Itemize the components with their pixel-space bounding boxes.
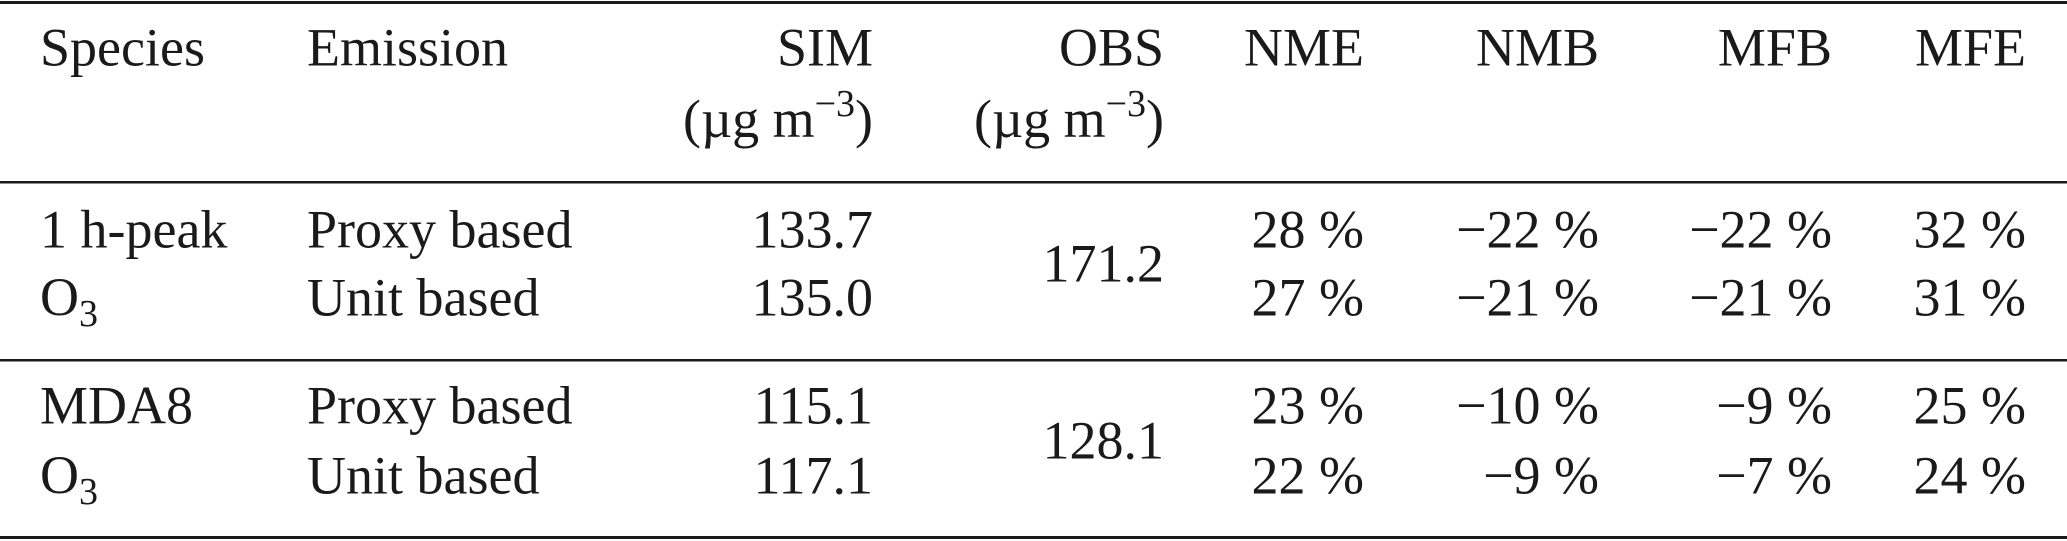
formula-element: O [40, 267, 79, 327]
nmb-value: −9 % [1483, 445, 1599, 505]
nmb-value: −21 % [1456, 267, 1599, 327]
mfe-value: 24 % [1914, 445, 2026, 505]
sim-value: 133.7 [752, 199, 874, 259]
unit-base: (µg m [683, 89, 815, 149]
nme-value: 27 % [1252, 267, 1364, 327]
unit-close: ) [1146, 89, 1164, 149]
mfe-value: 31 % [1914, 267, 2026, 327]
unit-exponent: −3 [1106, 83, 1146, 125]
species-name: 1 h-peak [40, 199, 227, 259]
nmb-value: −10 % [1456, 375, 1599, 435]
mfe-value: 32 % [1914, 199, 2026, 259]
mfb-value: −22 % [1689, 199, 1832, 259]
header-label: MFE [1915, 17, 2026, 77]
nme-value: 22 % [1252, 445, 1364, 505]
formula-element: O [40, 445, 79, 505]
header-label: SIM [777, 17, 873, 77]
header-unit: (µg m−3) [974, 83, 1164, 150]
emission-label: Unit based [307, 267, 539, 327]
obs-value: 128.1 [1043, 410, 1165, 470]
header-label: NMB [1476, 17, 1599, 77]
unit-exponent: −3 [815, 83, 855, 125]
header-label: MFB [1718, 17, 1832, 77]
nmb-value: −22 % [1456, 199, 1599, 259]
header-label: NME [1244, 17, 1364, 77]
nme-value: 28 % [1252, 199, 1364, 259]
header-label: OBS [1059, 17, 1164, 77]
group-rule [0, 359, 2067, 362]
sim-value: 135.0 [752, 267, 874, 327]
species-formula: O3 [40, 267, 98, 334]
unit-base: (µg m [974, 89, 1106, 149]
header-rule [0, 181, 2067, 184]
mfb-value: −7 % [1716, 445, 1832, 505]
emission-label: Proxy based [307, 375, 572, 435]
bottom-rule [0, 536, 2067, 539]
unit-close: ) [855, 89, 873, 149]
emission-label: Proxy based [307, 199, 572, 259]
species-formula: O3 [40, 445, 98, 512]
mfb-value: −21 % [1689, 267, 1832, 327]
sim-value: 115.1 [754, 375, 874, 435]
mfe-value: 25 % [1914, 375, 2026, 435]
mfb-value: −9 % [1716, 375, 1832, 435]
formula-subscript: 3 [79, 293, 98, 335]
formula-subscript: 3 [79, 471, 98, 513]
nme-value: 23 % [1252, 375, 1364, 435]
obs-value: 171.2 [1043, 233, 1165, 293]
header-label: Emission [307, 17, 508, 77]
emission-label: Unit based [307, 445, 539, 505]
top-rule [0, 1, 2067, 4]
header-unit: (µg m−3) [683, 83, 873, 150]
header-label: Species [40, 17, 205, 77]
species-name: MDA8 [40, 375, 193, 435]
sim-value: 117.1 [754, 445, 874, 505]
